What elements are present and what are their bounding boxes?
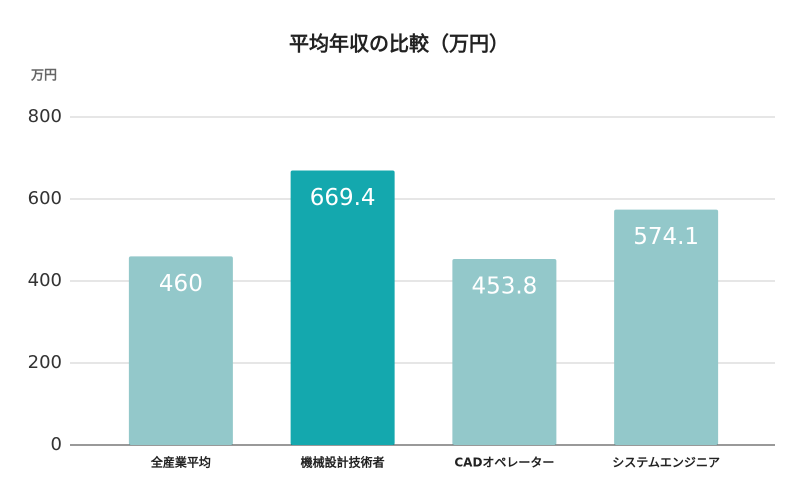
data-label: 574.1 bbox=[633, 224, 699, 250]
y-tick-label: 400 bbox=[28, 270, 62, 291]
y-tick-label: 0 bbox=[51, 434, 62, 455]
bar bbox=[614, 209, 719, 445]
data-label: 453.8 bbox=[471, 273, 537, 299]
bar bbox=[452, 258, 557, 445]
y-axis-label: 万円 bbox=[30, 69, 57, 84]
x-tick-label: CADオペレーター bbox=[454, 456, 554, 470]
x-tick-label: 機械設計技術者 bbox=[301, 455, 385, 470]
y-tick-label: 200 bbox=[28, 352, 62, 373]
y-tick-label: 600 bbox=[28, 188, 62, 209]
bar bbox=[290, 170, 395, 445]
data-label: 460 bbox=[159, 271, 203, 297]
x-tick-label: システムエンジニア bbox=[612, 456, 720, 470]
x-tick-label: 全産業平均 bbox=[150, 455, 211, 470]
y-tick-label: 800 bbox=[28, 106, 62, 127]
bar bbox=[128, 256, 233, 445]
chart-title: 平均年収の比較（万円） bbox=[289, 32, 509, 56]
data-label: 669.4 bbox=[310, 185, 376, 211]
